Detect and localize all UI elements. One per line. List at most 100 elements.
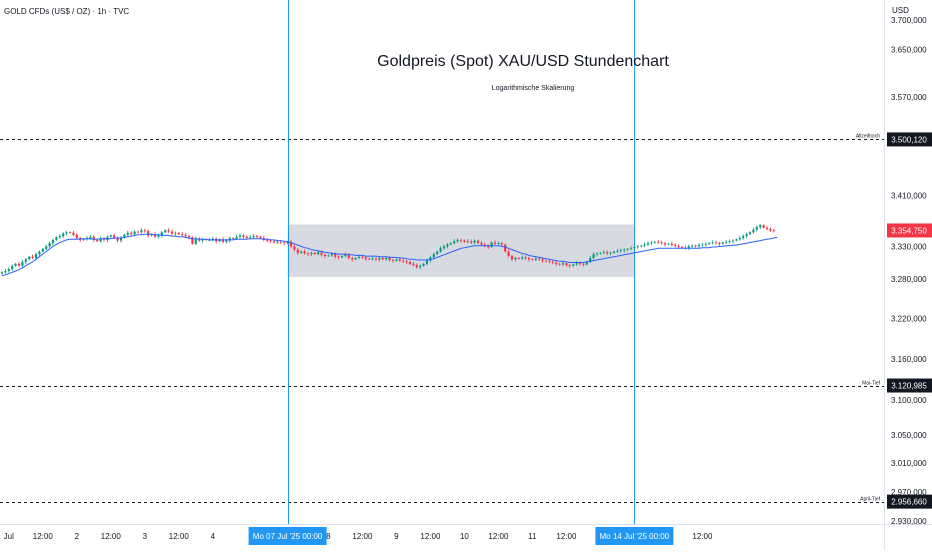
y-tick-label-4: 3.330,000 [891, 242, 927, 251]
candle-body-82 [279, 241, 282, 243]
candle-body-113 [385, 258, 388, 260]
candle-body-185 [629, 248, 633, 250]
candle-body-154 [524, 257, 527, 259]
x-tick-label-3: 12:00 [101, 532, 122, 541]
candle-body-11 [38, 251, 41, 255]
candle-body-17 [58, 236, 61, 238]
symbol-header: GOLD CFDs (US$ / OZ) · 1h · TVC [4, 7, 129, 16]
candle-body-212 [721, 242, 724, 244]
candle-body-110 [374, 258, 378, 260]
level-price-tag-0 [887, 132, 932, 147]
candle-body-211 [718, 243, 721, 244]
candle-body-200 [680, 247, 684, 248]
candle-body-147 [500, 243, 503, 245]
level-price-tag-1 [887, 378, 932, 393]
candle-body-121 [412, 263, 415, 266]
candle-body-86 [293, 246, 296, 250]
candle-body-144 [490, 242, 493, 248]
candle-body-20 [68, 232, 72, 234]
candle-body-78 [266, 239, 269, 241]
candle-body-127 [432, 254, 435, 258]
candle-body-89 [303, 251, 306, 254]
y-tick-label-8: 3.100,000 [891, 396, 927, 405]
candle-body-175 [595, 253, 599, 255]
candle-body-146 [497, 243, 500, 244]
chart-subtitle: Logarithmische Skalierung [492, 85, 575, 92]
candle-body-176 [599, 252, 602, 254]
candle-body-210 [714, 242, 718, 244]
candle-body-6 [21, 261, 24, 266]
candle-body-169 [575, 263, 578, 265]
candle-body-218 [742, 236, 745, 239]
candle-body-57 [194, 238, 197, 244]
candle-body-45 [153, 234, 157, 237]
level-price-label-0: 3.500,120 [891, 135, 927, 144]
candle-body-142 [483, 244, 486, 246]
candle-body-32 [109, 235, 112, 237]
candle-body-101 [344, 254, 347, 257]
candle-body-88 [300, 251, 303, 253]
candle-body-5 [17, 263, 21, 266]
candle-body-65 [221, 239, 225, 242]
level-note-0: Allzeithoch [856, 134, 880, 140]
candle-body-112 [381, 258, 384, 260]
candle-body-81 [276, 241, 279, 243]
candle-body-196 [667, 243, 670, 245]
candle-body-12 [41, 248, 44, 252]
candle-body-132 [449, 243, 452, 245]
candle-body-222 [755, 227, 758, 230]
candle-body-215 [731, 240, 735, 242]
candle-body-34 [116, 238, 119, 241]
candle-body-54 [184, 234, 187, 237]
candle-body-22 [75, 234, 78, 239]
currency-label: USD [892, 6, 909, 15]
candle-body-217 [738, 238, 741, 240]
candle-body-9 [31, 256, 34, 259]
level-price-tag-2 [887, 494, 932, 509]
candle-body-115 [391, 259, 395, 261]
candle-body-157 [534, 258, 537, 260]
candle-body-156 [531, 259, 534, 261]
candle-body-214 [728, 241, 731, 243]
y-tick-label-6: 3.220,000 [891, 314, 927, 323]
candle-body-67 [228, 238, 231, 241]
y-tick-label-7: 3.160,000 [891, 355, 927, 364]
candle-body-119 [405, 261, 408, 263]
candle-body-209 [711, 242, 714, 244]
candle-body-38 [130, 232, 133, 235]
candle-body-166 [565, 263, 568, 266]
candle-body-76 [259, 236, 262, 239]
candle-body-111 [378, 258, 381, 260]
x-tick-label-5: 12:00 [169, 532, 190, 541]
candle-body-24 [82, 239, 85, 241]
candle-body-143 [487, 245, 490, 248]
candle-body-159 [541, 259, 544, 261]
candle-body-21 [72, 232, 75, 235]
candle-body-27 [92, 236, 95, 240]
date-flag-label-1: Mo 14 Jul '25 00:00 [600, 532, 670, 541]
candle-body-66 [225, 240, 228, 242]
y-tick-label-11: 2.970,000 [891, 488, 927, 497]
x-tick-label-1: 12:00 [33, 532, 54, 541]
candle-body-225 [765, 227, 769, 230]
candle-body-109 [371, 258, 374, 260]
candle-body-35 [119, 237, 123, 241]
candle-body-56 [191, 237, 194, 244]
candle-body-197 [670, 243, 673, 246]
candle-body-51 [174, 232, 177, 234]
candle-body-193 [657, 241, 660, 243]
candle-body-48 [164, 230, 167, 233]
candle-body-131 [446, 244, 449, 247]
candle-body-13 [45, 246, 48, 249]
candle-body-104 [354, 258, 357, 260]
x-tick-label-17: 12:00 [692, 532, 713, 541]
x-tick-label-11: 10 [460, 532, 469, 541]
candle-body-150 [510, 256, 514, 260]
candle-body-206 [701, 244, 704, 246]
candle-body-141 [480, 243, 483, 245]
candle-body-168 [572, 264, 575, 266]
candle-body-10 [34, 254, 38, 259]
candle-body-179 [609, 252, 612, 254]
date-flag-0 [248, 527, 327, 545]
